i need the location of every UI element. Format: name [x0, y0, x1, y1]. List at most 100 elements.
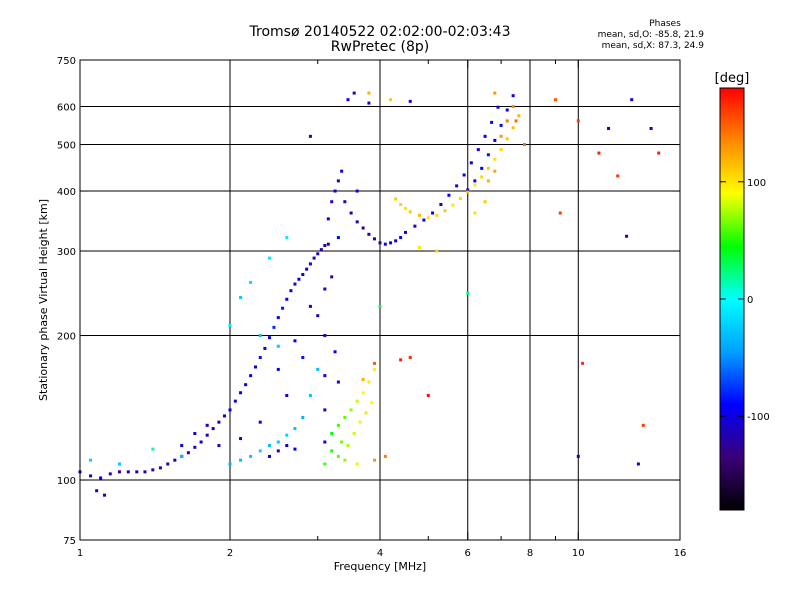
x-tick-label: 6 — [465, 548, 471, 559]
y-tick-label: 400 — [57, 187, 76, 198]
data-point-x — [399, 202, 403, 206]
data-point-o — [355, 220, 359, 224]
data-point-o — [431, 211, 435, 215]
x-tick-label: 1 — [77, 548, 83, 559]
data-point-o — [367, 101, 371, 105]
data-point-o — [355, 189, 359, 193]
data-point-x — [426, 394, 430, 398]
data-point-x — [343, 458, 347, 462]
data-point-o — [103, 493, 107, 497]
data-point-o — [239, 391, 243, 395]
y-tick-label: 600 — [57, 103, 76, 114]
data-point-x — [493, 157, 497, 161]
data-points — [78, 91, 661, 497]
data-point-x — [486, 179, 490, 183]
data-point-x — [514, 119, 518, 123]
y-axis-label: Stationary phase Virtual Height [km] — [37, 199, 50, 401]
data-point-o — [486, 153, 490, 157]
data-point-x — [293, 427, 297, 431]
data-point-x — [511, 105, 515, 109]
data-point-o — [493, 138, 497, 142]
data-point-x — [249, 454, 253, 458]
data-point-x — [330, 449, 334, 453]
data-point-o — [253, 365, 257, 369]
data-point-o — [607, 126, 611, 130]
data-point-x — [323, 462, 327, 466]
data-point-x — [330, 432, 334, 436]
data-point-o — [258, 420, 262, 424]
data-point-o — [308, 134, 312, 138]
y-tick-label: 750 — [57, 56, 76, 67]
data-point-o — [117, 470, 121, 474]
data-point-o — [361, 226, 365, 230]
data-point-x — [597, 151, 601, 155]
data-point-x — [408, 355, 412, 359]
data-point-x — [517, 114, 521, 118]
data-point-x — [483, 200, 487, 204]
data-point-o — [312, 256, 316, 260]
x-tick-label: 4 — [377, 548, 383, 559]
data-point-x — [340, 440, 344, 444]
data-point-o — [473, 179, 477, 183]
data-point-x — [389, 98, 393, 102]
data-point-o — [193, 445, 197, 449]
data-point-x — [480, 175, 484, 179]
data-point-x — [394, 197, 398, 201]
data-point-x — [267, 256, 271, 260]
data-point-o — [480, 166, 484, 170]
data-point-o — [333, 350, 337, 354]
data-point-x — [499, 148, 503, 152]
x-tick-label: 2 — [227, 548, 233, 559]
data-point-x — [466, 190, 470, 194]
data-point-o — [281, 306, 285, 310]
data-point-o — [95, 489, 99, 493]
data-point-o — [223, 414, 227, 418]
data-point-o — [496, 105, 500, 109]
data-point-o — [323, 334, 327, 338]
data-point-o — [297, 277, 301, 281]
y-tick-label: 300 — [57, 247, 76, 258]
data-point-x — [349, 408, 353, 412]
data-point-o — [422, 218, 426, 222]
data-point-o — [126, 470, 130, 474]
y-tick-label: 100 — [57, 476, 76, 487]
data-point-x — [361, 391, 365, 395]
data-point-x — [558, 211, 562, 215]
data-point-x — [417, 213, 421, 217]
chart-subtitle: RwPretec (8p) — [330, 39, 430, 55]
data-point-o — [326, 242, 330, 246]
data-point-o — [293, 447, 297, 451]
data-point-x — [367, 380, 371, 384]
data-point-o — [89, 474, 93, 478]
data-point-o — [233, 399, 237, 403]
data-point-o — [462, 173, 466, 177]
data-point-o — [293, 282, 297, 286]
data-point-o — [466, 188, 470, 192]
data-point-o — [408, 99, 412, 103]
data-point-o — [323, 244, 327, 248]
data-point-x — [657, 151, 661, 155]
data-point-x — [258, 334, 262, 338]
data-point-x — [228, 323, 232, 327]
data-point-x — [239, 296, 243, 300]
data-point-x — [576, 119, 580, 123]
x-tick-label: 16 — [674, 548, 687, 559]
data-point-o — [285, 297, 289, 301]
data-point-o — [333, 189, 337, 193]
data-point-o — [205, 433, 209, 437]
data-point-x — [383, 454, 387, 458]
data-point-o — [403, 230, 407, 234]
data-point-o — [649, 126, 653, 130]
data-point-o — [511, 94, 515, 98]
data-point-o — [239, 437, 243, 441]
data-point-x — [435, 249, 439, 253]
data-point-o — [244, 383, 248, 387]
data-point-o — [346, 98, 350, 102]
data-point-o — [263, 346, 267, 350]
data-point-o — [308, 304, 312, 308]
data-point-o — [389, 241, 393, 245]
colorbar-unit-label: [deg] — [715, 71, 750, 86]
data-point-o — [217, 420, 221, 424]
data-point-x — [346, 444, 350, 448]
data-point-x — [258, 449, 262, 453]
